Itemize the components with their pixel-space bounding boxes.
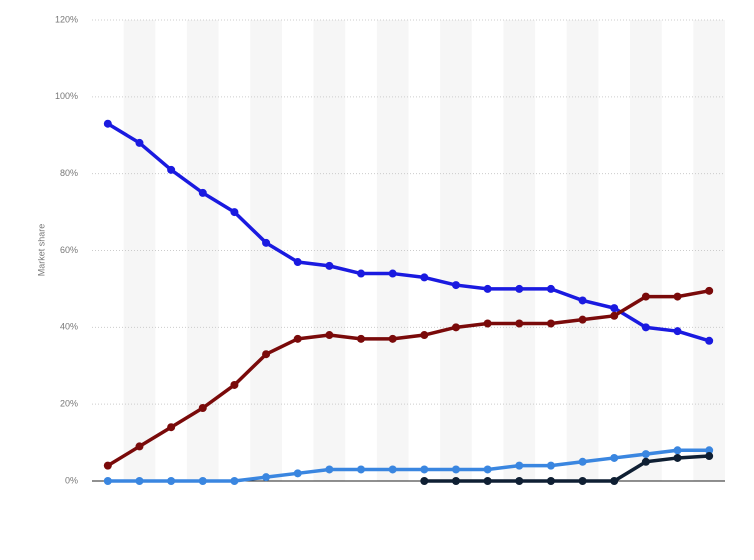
y-tick-label: 120% [55, 14, 78, 24]
data-point [325, 331, 334, 340]
data-point [451, 281, 460, 290]
data-point [230, 208, 239, 217]
data-point [515, 319, 524, 328]
data-point [546, 477, 555, 485]
data-point [103, 461, 112, 470]
data-point [167, 477, 176, 485]
y-tick-label: 100% [55, 91, 78, 101]
data-point [515, 461, 524, 470]
data-point [167, 165, 176, 174]
data-point [673, 292, 682, 301]
data-point [451, 323, 460, 332]
data-point [578, 296, 587, 305]
data-point [641, 450, 650, 459]
data-point [103, 477, 112, 485]
data-point [641, 323, 650, 332]
data-point [357, 465, 366, 474]
series-line [107, 448, 710, 483]
data-point [673, 453, 682, 462]
data-point [420, 331, 429, 340]
y-axis-label: Market share [36, 224, 46, 277]
data-point [483, 319, 492, 328]
y-tick-label: 60% [60, 245, 78, 255]
data-point [515, 477, 524, 485]
data-point [420, 477, 429, 485]
series-line [106, 122, 710, 343]
data-point [483, 477, 492, 485]
data-point [546, 319, 555, 328]
data-point [262, 350, 271, 359]
data-point [705, 286, 714, 295]
data-point [420, 273, 429, 282]
data-point [357, 334, 366, 343]
data-point [641, 457, 650, 466]
data-point [388, 269, 397, 278]
data-point [420, 465, 429, 474]
data-point [515, 284, 524, 293]
data-point [483, 465, 492, 474]
data-point [673, 327, 682, 336]
data-point [293, 334, 302, 343]
series-line [106, 289, 710, 468]
data-point [388, 334, 397, 343]
data-point [483, 284, 492, 293]
data-point [673, 446, 682, 455]
data-point [198, 477, 207, 485]
data-point [610, 311, 619, 320]
data-point [705, 336, 714, 345]
data-point [198, 188, 207, 197]
data-point [610, 453, 619, 462]
data-point [103, 119, 112, 128]
data-point [135, 442, 144, 451]
column-stripe [503, 20, 536, 481]
data-point [578, 315, 587, 324]
data-point [293, 469, 302, 478]
data-point [357, 269, 366, 278]
data-point [578, 477, 587, 485]
y-tick-label: 80% [60, 168, 78, 178]
data-point [610, 477, 619, 485]
data-point [293, 258, 302, 267]
background [123, 20, 725, 481]
data-point [641, 292, 650, 301]
data-point [230, 477, 239, 485]
data-point [451, 477, 460, 485]
data-point [262, 238, 271, 247]
data-point [705, 452, 714, 461]
series-line [424, 454, 710, 483]
data-point [610, 304, 619, 313]
data-point [578, 457, 587, 466]
data-point [262, 473, 271, 482]
data-point [167, 423, 176, 432]
y-tick-label: 0% [65, 475, 78, 485]
data-point [705, 446, 714, 455]
data-point [325, 465, 334, 474]
data-point [135, 138, 144, 147]
data-point [546, 461, 555, 470]
y-tick-label: 20% [60, 399, 78, 409]
data-point [198, 404, 207, 413]
data-point [546, 284, 555, 293]
data-point [325, 261, 334, 270]
data-point [388, 465, 397, 474]
data-point [451, 465, 460, 474]
data-point [135, 477, 144, 485]
y-tick-label: 40% [60, 322, 78, 332]
data-point [230, 380, 239, 389]
